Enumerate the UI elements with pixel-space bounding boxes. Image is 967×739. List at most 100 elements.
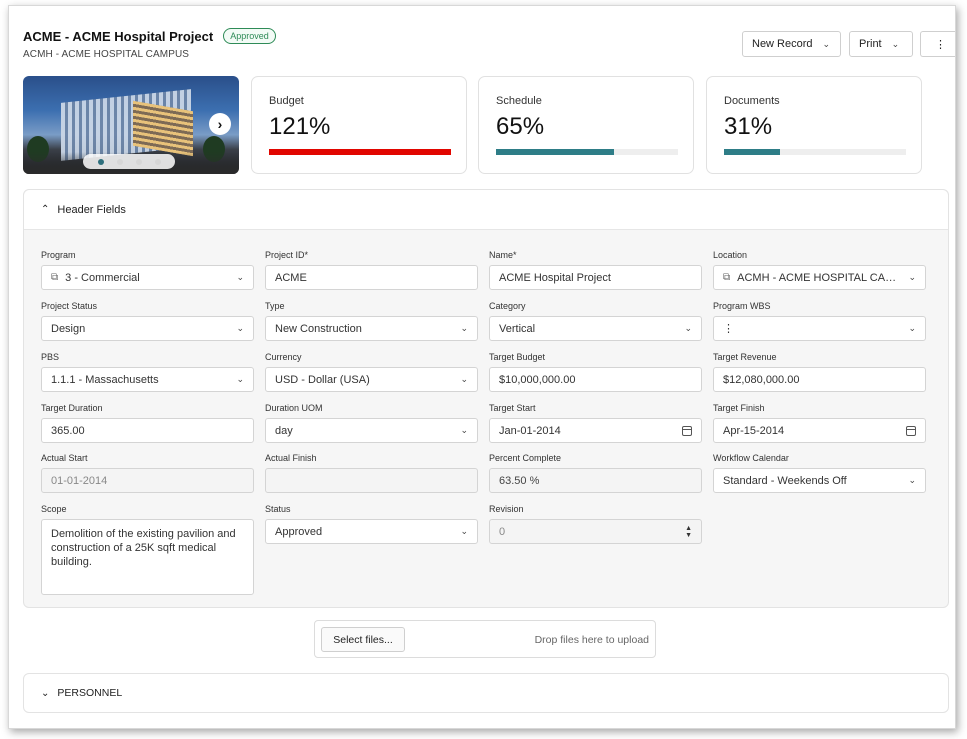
project-id-field: Project ID* ACME <box>265 250 478 290</box>
workflow-calendar-field: Workflow Calendar Standard - Weekends Of… <box>713 453 926 493</box>
more-options-button[interactable]: ⋮ <box>920 31 955 57</box>
field-value: 0 <box>499 525 506 538</box>
actual-finish-input <box>265 468 478 493</box>
more-icon: ⋮ <box>935 38 946 51</box>
actual-finish-field: Actual Finish <box>265 453 478 493</box>
field-label: Target Start <box>489 403 536 413</box>
pbs-field: PBS 1.1.1 - Massachusetts ⌄ <box>41 352 254 392</box>
target-revenue-input[interactable]: $12,080,000.00 <box>713 367 926 392</box>
category-select[interactable]: Vertical ⌄ <box>489 316 702 341</box>
pbs-select[interactable]: 1.1.1 - Massachusetts ⌄ <box>41 367 254 392</box>
carousel-next-button[interactable]: › <box>209 113 231 135</box>
field-value: ACME <box>275 271 307 284</box>
carousel-dot[interactable] <box>116 158 123 165</box>
field-label: Location <box>713 250 748 260</box>
target-budget-field: Target Budget $10,000,000.00 <box>489 352 702 392</box>
print-button[interactable]: Print ⌄ <box>849 31 913 57</box>
project-record-page: ACME - ACME Hospital Project Approved AC… <box>8 5 956 729</box>
calendar-icon[interactable] <box>906 425 916 436</box>
kpi-progress-track <box>496 149 678 155</box>
field-label: Target Revenue <box>713 352 777 362</box>
field-value: day <box>275 424 293 437</box>
field-value: 1.1.1 - Massachusetts <box>51 373 159 386</box>
kpi-value: 31% <box>724 113 773 140</box>
category-field: Category Vertical ⌄ <box>489 301 702 341</box>
project-status-select[interactable]: Design ⌄ <box>41 316 254 341</box>
kpi-progress-track <box>269 149 451 155</box>
target-finish-field: Target Finish Apr-15-2014 <box>713 403 926 443</box>
new-record-label: New Record <box>752 38 813 50</box>
print-label: Print <box>859 38 882 50</box>
field-label: Type <box>265 301 285 311</box>
revision-field: Revision 0 ▲ ▼ <box>489 504 702 544</box>
status-select[interactable]: Approved ⌄ <box>265 519 478 544</box>
chevron-down-icon: ⌄ <box>236 272 244 282</box>
project-status-field: Project Status Design ⌄ <box>41 301 254 341</box>
chevron-up-icon: ⌃ <box>41 204 50 215</box>
field-value: ACME Hospital Project <box>499 271 611 284</box>
carousel-dot[interactable] <box>97 158 104 165</box>
target-start-datepicker[interactable]: Jan-01-2014 <box>489 418 702 443</box>
project-image-carousel: › <box>23 76 239 174</box>
stepper-arrows-icon[interactable]: ▲ ▼ <box>685 524 692 539</box>
currency-select[interactable]: USD - Dollar (USA) ⌄ <box>265 367 478 392</box>
location-field: Location ⧉ ACMH - ACME HOSPITAL CAMPUS ⌄ <box>713 250 926 290</box>
field-value: Approved <box>275 525 323 538</box>
kpi-card-schedule[interactable]: Schedule 65% <box>478 76 694 174</box>
program-select[interactable]: ⧉ 3 - Commercial ⌄ <box>41 265 254 290</box>
kpi-card-documents[interactable]: Documents 31% <box>706 76 922 174</box>
field-label: Workflow Calendar <box>713 453 789 463</box>
field-value: Apr-15-2014 <box>723 424 785 437</box>
workflow-calendar-select[interactable]: Standard - Weekends Off ⌄ <box>713 468 926 493</box>
field-value: Design <box>51 322 86 335</box>
target-duration-input[interactable]: 365.00 <box>41 418 254 443</box>
section-title: PERSONNEL <box>57 687 123 699</box>
program-wbs-select[interactable]: ⋮ ⌄ <box>713 316 926 341</box>
target-finish-datepicker[interactable]: Apr-15-2014 <box>713 418 926 443</box>
field-label: Currency <box>265 352 302 362</box>
revision-stepper[interactable]: 0 ▲ ▼ <box>489 519 702 544</box>
external-link-icon[interactable]: ⧉ <box>51 272 59 283</box>
name-input[interactable]: ACME Hospital Project <box>489 265 702 290</box>
new-record-button[interactable]: New Record ⌄ <box>742 31 841 57</box>
chevron-down-icon: ⌄ <box>891 38 900 49</box>
field-value: USD - Dollar (USA) <box>275 373 370 386</box>
field-label: Revision <box>489 504 524 514</box>
field-value: $10,000,000.00 <box>499 373 576 386</box>
chevron-down-icon: ⌄ <box>908 475 916 485</box>
type-select[interactable]: New Construction ⌄ <box>265 316 478 341</box>
calendar-icon[interactable] <box>682 425 692 436</box>
field-label: Target Budget <box>489 352 546 362</box>
target-start-field: Target Start Jan-01-2014 <box>489 403 702 443</box>
external-link-icon[interactable]: ⧉ <box>723 272 731 283</box>
chevron-down-icon: ⌄ <box>460 323 468 333</box>
kpi-label: Budget <box>269 95 304 107</box>
field-label: Target Finish <box>713 403 765 413</box>
personnel-section-toggle[interactable]: ⌄ PERSONNEL <box>23 673 949 713</box>
chevron-down-icon: ⌄ <box>822 38 831 49</box>
chevron-down-icon: ⌄ <box>236 323 244 333</box>
actual-start-field: Actual Start 01-01-2014 <box>41 453 254 493</box>
chevron-down-icon: ⌄ <box>460 526 468 536</box>
file-upload-dropzone[interactable]: Select files... Drop files here to uploa… <box>314 620 656 658</box>
scope-field: Scope Demolition of the existing pavilio… <box>41 504 254 595</box>
kpi-card-budget[interactable]: Budget 121% <box>251 76 467 174</box>
carousel-dot[interactable] <box>154 158 161 165</box>
scope-textarea[interactable]: Demolition of the existing pavilion and … <box>41 519 254 595</box>
field-label: Duration UOM <box>265 403 323 413</box>
field-value: Demolition of the existing pavilion and … <box>51 528 236 568</box>
target-revenue-field: Target Revenue $12,080,000.00 <box>713 352 926 392</box>
duration-uom-select[interactable]: day ⌄ <box>265 418 478 443</box>
project-id-input[interactable]: ACME <box>265 265 478 290</box>
select-files-button[interactable]: Select files... <box>321 627 405 652</box>
location-select[interactable]: ⧉ ACMH - ACME HOSPITAL CAMPUS ⌄ <box>713 265 926 290</box>
target-budget-input[interactable]: $10,000,000.00 <box>489 367 702 392</box>
header-fields-toggle[interactable]: ⌃ Header Fields <box>24 190 948 230</box>
field-value: Standard - Weekends Off <box>723 474 847 487</box>
carousel-dot[interactable] <box>135 158 142 165</box>
target-duration-field: Target Duration 365.00 <box>41 403 254 443</box>
title-row: ACME - ACME Hospital Project Approved <box>23 28 276 44</box>
chevron-down-icon: ⌄ <box>236 374 244 384</box>
field-value: $12,080,000.00 <box>723 373 800 386</box>
page-title: ACME - ACME Hospital Project <box>23 28 214 44</box>
